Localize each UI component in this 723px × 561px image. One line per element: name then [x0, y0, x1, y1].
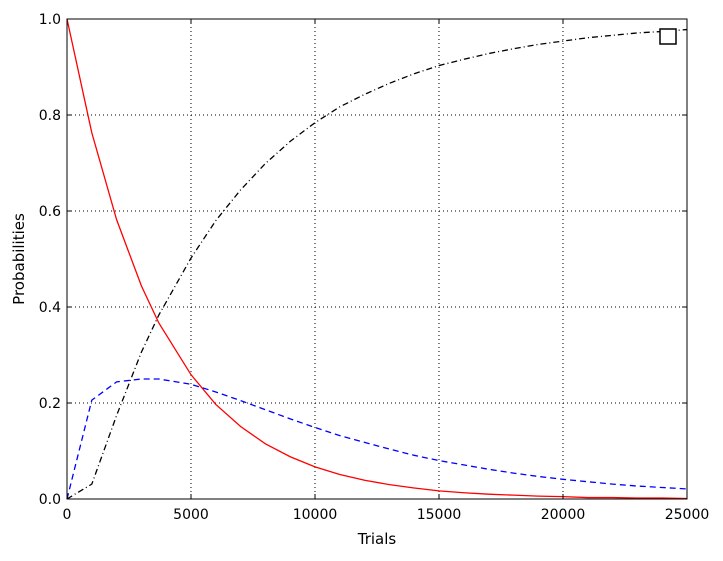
x-tick-label: 25000	[665, 507, 710, 523]
y-axis-label: Probabilities	[10, 213, 28, 305]
y-tick-label: 0.4	[39, 300, 61, 316]
series-line-3	[66, 28, 688, 500]
grid-lines	[67, 19, 687, 499]
y-tick-label: 1.0	[39, 12, 61, 28]
y-tick-label: 0.2	[39, 396, 61, 412]
plot-frame	[66, 18, 688, 500]
y-tick-label: 0.6	[39, 204, 61, 220]
series-line-1	[66, 18, 688, 500]
x-axis-label: Trials	[357, 530, 397, 548]
series-line-2	[66, 378, 688, 500]
legend	[659, 28, 677, 45]
plot-background	[67, 19, 687, 499]
x-tick-label: 10000	[293, 507, 338, 523]
x-tick-label: 15000	[417, 507, 462, 523]
y-tick-label: 0.8	[39, 108, 61, 124]
x-tick-label: 5000	[173, 507, 209, 523]
y-tick-label: 0.0	[39, 492, 61, 508]
axis-ticks: 0 5000 10000 15000 20000 25000 0.0 0.2 0.4 0.6 0.8…	[39, 12, 710, 523]
x-tick-label: 20000	[541, 507, 586, 523]
legend-box	[659, 28, 677, 45]
x-tick-label: 0	[63, 507, 72, 523]
series-lines	[66, 18, 688, 500]
